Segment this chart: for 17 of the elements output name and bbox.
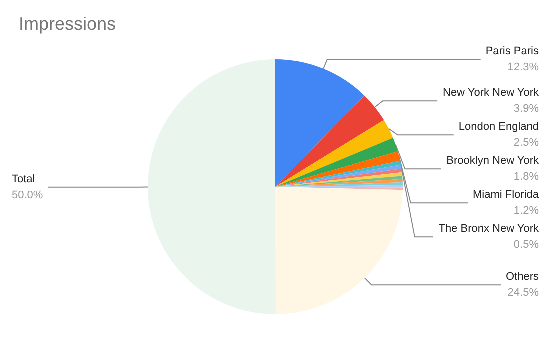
slice-label: Others: [506, 271, 540, 284]
chart-title: Impressions: [19, 14, 116, 34]
data-label: 2.5%: [514, 137, 540, 150]
data-label: 3.9%: [514, 103, 540, 116]
slice-label: The Bronx New York: [438, 223, 540, 236]
slice-label: New York New York: [443, 87, 540, 100]
data-label: 0.5%: [514, 239, 540, 252]
slice-label: London England: [458, 121, 539, 134]
data-label: 50.0%: [12, 189, 44, 202]
slice-label: Paris Paris: [486, 46, 540, 58]
slice-label: Miami Florida: [472, 189, 540, 202]
slice-label: Brooklyn New York: [446, 155, 540, 168]
slice-label: Total: [12, 173, 36, 186]
data-label: 1.2%: [514, 205, 540, 218]
data-label: 24.5%: [508, 287, 540, 300]
data-label: 12.3%: [508, 62, 540, 74]
data-label: 1.8%: [514, 171, 540, 184]
